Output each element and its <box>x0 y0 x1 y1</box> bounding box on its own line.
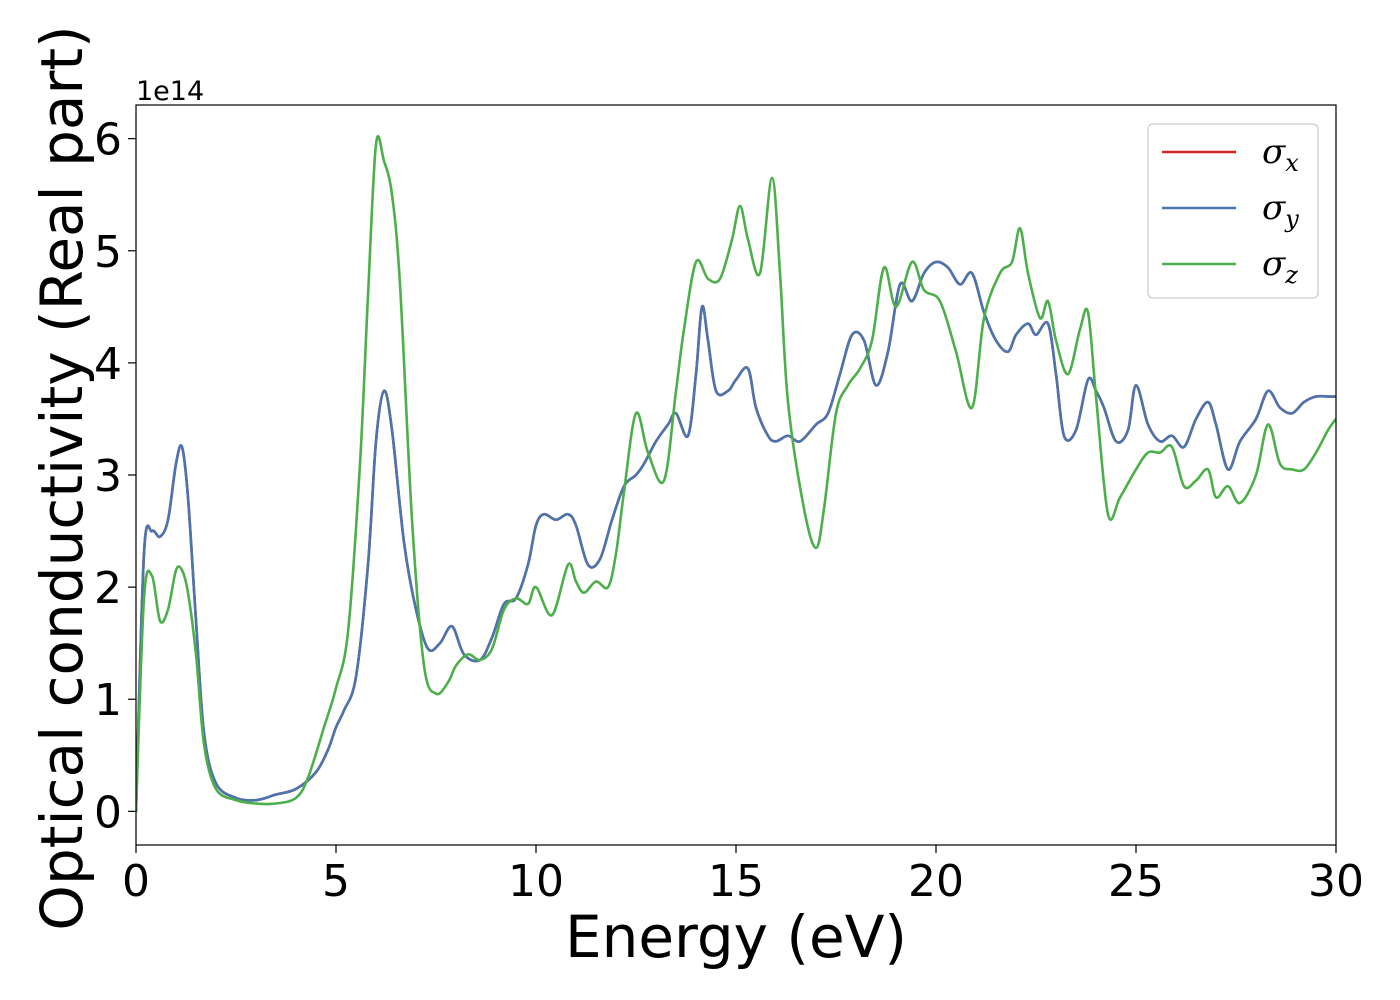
y-tick-label: 5 <box>94 227 122 278</box>
series-line-z <box>136 134 1336 813</box>
legend-label-z: σz <box>1262 244 1298 289</box>
legend-label-x: σx <box>1262 132 1299 177</box>
y-axis-ticks: 0 1 2 3 4 5 6 <box>94 115 136 838</box>
x-tick-label: 30 <box>1308 856 1364 907</box>
y-tick-label: 6 <box>94 115 122 166</box>
y-tick-label: 0 <box>94 787 122 838</box>
y-tick-label: 4 <box>94 339 122 390</box>
x-tick-label: 0 <box>122 856 150 907</box>
x-tick-label: 25 <box>1108 856 1164 907</box>
x-tick-label: 15 <box>708 856 764 907</box>
y-tick-label: 1 <box>94 675 122 726</box>
x-axis-ticks: 0 5 10 15 20 25 30 <box>122 845 1364 907</box>
legend-label-y: σy <box>1262 188 1299 233</box>
legend-label-subscript: x <box>1285 149 1299 177</box>
series-line-y <box>136 260 1336 813</box>
plot-area-background <box>136 105 1336 845</box>
legend-label-base: σ <box>1262 244 1286 284</box>
y-axis-offset-label: 1e14 <box>136 76 204 107</box>
series-group <box>136 134 1336 813</box>
y-axis-label: Optical conductivity (Real part) <box>28 25 96 930</box>
y-tick-label: 3 <box>94 451 122 502</box>
legend-label-base: σ <box>1262 188 1286 228</box>
legend-label-subscript: z <box>1284 261 1298 289</box>
y-tick-label: 2 <box>94 563 122 614</box>
legend-label-subscript: y <box>1284 205 1299 233</box>
x-tick-label: 10 <box>508 856 564 907</box>
x-tick-label: 5 <box>322 856 350 907</box>
legend-box <box>1147 123 1319 299</box>
x-axis-label: Energy (eV) <box>565 903 907 971</box>
legend-label-base: σ <box>1262 132 1286 172</box>
x-tick-label: 20 <box>908 856 964 907</box>
